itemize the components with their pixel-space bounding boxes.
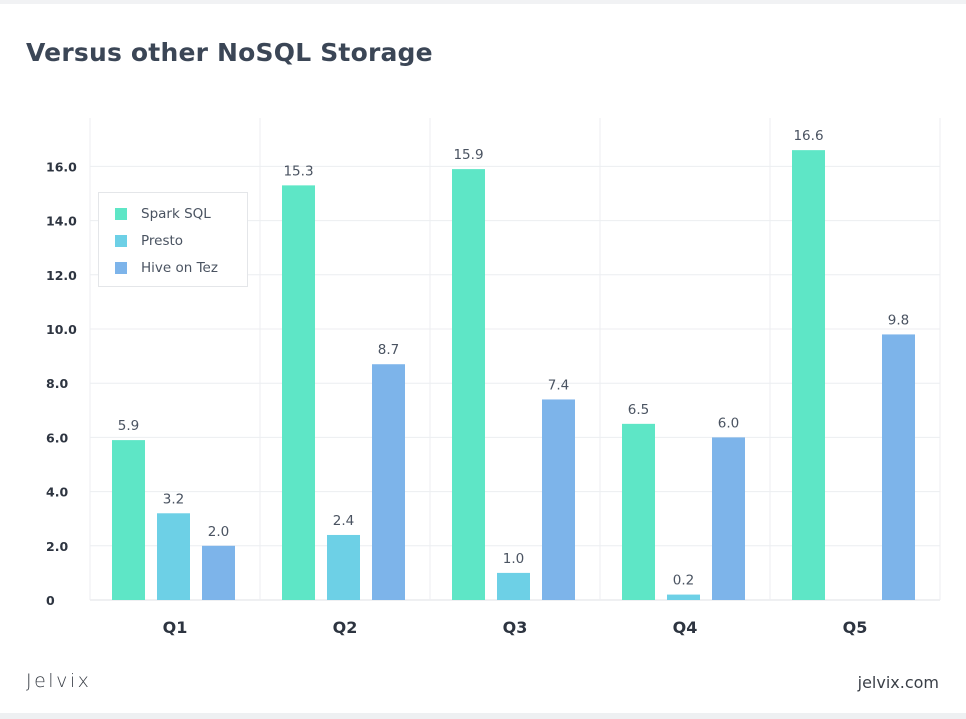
bottom-edge [0,713,966,719]
data-label: 16.6 [793,128,823,144]
data-label: 15.9 [453,147,483,163]
bar-hive-on-tez-q1 [202,545,235,600]
x-tick-label: Q1 [163,618,188,637]
legend-item-hive-on-tez: Hive on Tez [115,260,218,276]
site-link[interactable]: jelvix.com [857,673,939,692]
data-label: 6.0 [718,415,739,431]
data-label: 6.5 [628,402,649,418]
bar-hive-on-tez-q3 [542,399,575,600]
chart-title: Versus other NoSQL Storage [26,38,433,67]
bar-hive-on-tez-q5 [882,334,915,600]
data-label: 2.4 [333,513,354,529]
y-tick-label: 12.0 [46,268,77,283]
legend-label-hive-on-tez: Hive on Tez [141,260,218,276]
bar-presto-q1 [157,513,190,600]
y-tick-label: 0 [46,593,55,608]
y-tick-label: 8.0 [46,376,68,391]
data-label: 9.8 [888,312,909,328]
legend-swatch-spark-sql [115,208,127,220]
bar-presto-q4 [667,594,700,600]
bar-hive-on-tez-q4 [712,437,745,600]
legend-label-spark-sql: Spark SQL [141,206,211,222]
bar-hive-on-tez-q2 [372,364,405,600]
bar-spark-sql-q5 [792,150,825,600]
data-label: 5.9 [118,418,139,434]
top-edge [0,0,966,4]
data-label: 7.4 [548,377,569,393]
bar-spark-sql-q3 [452,169,485,601]
data-label: 0.2 [673,573,694,589]
legend-item-spark-sql: Spark SQL [115,206,211,222]
data-label: 1.0 [503,551,524,567]
y-tick-label: 10.0 [46,322,77,337]
legend-item-presto: Presto [115,233,183,249]
bar-spark-sql-q4 [622,423,655,600]
x-tick-label: Q5 [843,618,868,637]
bar-spark-sql-q2 [282,185,315,600]
legend-label-presto: Presto [141,233,184,249]
data-label: 15.3 [283,163,313,179]
y-tick-label: 2.0 [46,539,68,554]
legend-swatch-hive-on-tez [115,262,127,274]
bar-spark-sql-q1 [112,440,145,600]
data-label: 8.7 [378,342,399,358]
legend-swatch-presto [115,235,127,247]
y-tick-label: 14.0 [46,214,77,229]
legend: Spark SQL Presto Hive on Tez [98,192,248,287]
x-tick-label: Q4 [673,618,698,637]
bar-presto-q3 [497,572,530,600]
y-tick-label: 6.0 [46,430,68,445]
x-tick-label: Q3 [503,618,528,637]
y-tick-label: 4.0 [46,485,68,500]
data-label: 3.2 [163,491,184,507]
bar-presto-q2 [327,534,360,600]
data-label: 2.0 [208,524,229,540]
y-tick-label: 16.0 [46,159,77,174]
x-tick-label: Q2 [333,618,358,637]
jelvix-logo[interactable]: Jelvix [26,670,92,692]
